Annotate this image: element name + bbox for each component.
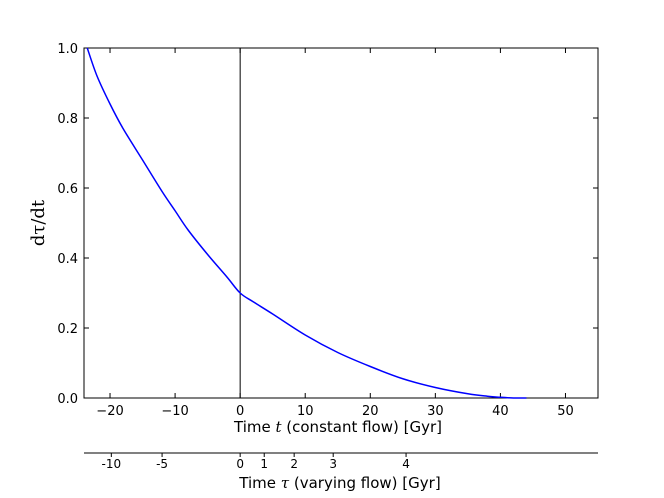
y-tick-label: 0.6 [57,182,78,197]
x-tick-label: −20 [96,404,123,419]
y-axis-ticks: 0.0 0.2 0.4 0.6 0.8 1.0 [57,42,598,407]
secondary-tick-label: 2 [290,457,298,471]
x-axis-ticks: −20 −10 0 10 20 30 40 50 [96,48,574,419]
secondary-tick-label: 3 [329,457,337,471]
secondary-tick-label: 1 [260,457,268,471]
x-tick-label: 0 [236,404,244,419]
x-tick-label: 10 [297,404,314,419]
series-line [86,47,527,399]
y-tick-label: 1.0 [57,42,78,57]
x-axis-label: Time t (constant flow) [Gyr] [233,418,442,436]
y-axis-label: dτ/dt [28,199,49,246]
x-tick-label: 40 [492,404,509,419]
plot-frame [83,47,599,399]
secondary-tick-label: -5 [156,457,168,471]
secondary-tick-label: -10 [102,457,122,471]
secondary-axis-label: Time τ (varying flow) [Gyr] [238,474,440,492]
x-tick-label: 30 [427,404,444,419]
x-tick-label: 20 [362,404,379,419]
x-tick-label: −10 [161,404,188,419]
y-tick-label: 0.4 [57,252,78,267]
y-tick-label: 0.0 [57,392,78,407]
x-tick-label: 50 [557,404,574,419]
secondary-tick-label: 0 [236,457,244,471]
secondary-tick-label: 4 [402,457,410,471]
y-tick-label: 0.2 [57,322,78,337]
secondary-axis-ticks: -10 -5 0 1 2 3 4 [102,453,410,471]
y-tick-label: 0.8 [57,112,78,127]
